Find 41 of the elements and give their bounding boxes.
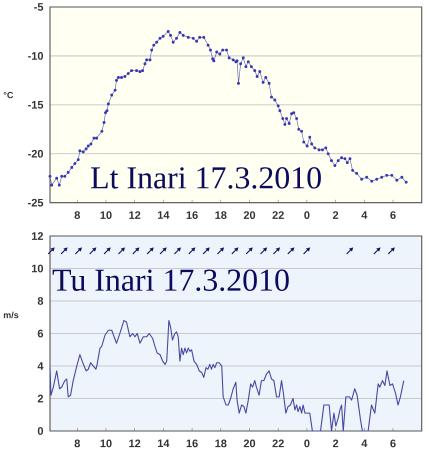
x-tick-label: 12 <box>129 211 140 219</box>
x-tick-label: 8 <box>74 211 80 219</box>
y-tick-label: -25 <box>28 198 44 207</box>
x-tick-label: 6 <box>390 211 396 219</box>
x-tick-label: 22 <box>272 440 284 448</box>
y-tick-label: -5 <box>34 3 44 11</box>
x-tick-label: 4 <box>361 211 368 219</box>
x-tick-label: 18 <box>215 211 227 219</box>
x-tick-label: 0 <box>304 440 310 448</box>
x-tick-label: 8 <box>74 440 80 448</box>
y-axis-title: °C <box>4 92 14 98</box>
x-tick-label: 14 <box>158 440 170 448</box>
y-tick-label: 10 <box>32 264 44 272</box>
x-tick-label: 20 <box>244 211 256 219</box>
x-tick-label: 22 <box>272 211 284 219</box>
y-axis-title: m/s <box>4 312 18 318</box>
x-tick-label: 2 <box>332 440 338 448</box>
y-tick-label: 12 <box>32 232 44 240</box>
x-tick-label: 10 <box>100 211 112 219</box>
x-tick-label: 16 <box>186 211 198 219</box>
y-tick-label: 6 <box>38 330 44 338</box>
x-tick-label: 0 <box>304 211 310 219</box>
y-tick-label: 4 <box>38 362 44 370</box>
y-tick-label: 2 <box>38 394 44 402</box>
x-tick-label: 12 <box>129 440 140 448</box>
y-tick-label: 0 <box>38 427 44 435</box>
x-tick-label: 14 <box>158 211 170 219</box>
y-tick-label: 8 <box>38 297 44 305</box>
x-tick-label: 2 <box>332 211 338 219</box>
x-tick-label: 16 <box>186 440 198 448</box>
y-tick-label: -20 <box>28 150 44 158</box>
x-tick-label: 4 <box>361 440 368 448</box>
text: Tu Inari 17.3.2010 <box>52 269 289 292</box>
line-series <box>49 320 404 432</box>
x-tick-label: 6 <box>390 440 396 448</box>
x-tick-label: 18 <box>215 440 227 448</box>
text: Lt Inari 17.3.2010 <box>91 167 321 189</box>
y-tick-label: -15 <box>28 101 44 109</box>
x-tick-label: 10 <box>100 440 112 448</box>
y-tick-label: -10 <box>28 52 44 60</box>
x-tick-label: 20 <box>244 440 256 448</box>
